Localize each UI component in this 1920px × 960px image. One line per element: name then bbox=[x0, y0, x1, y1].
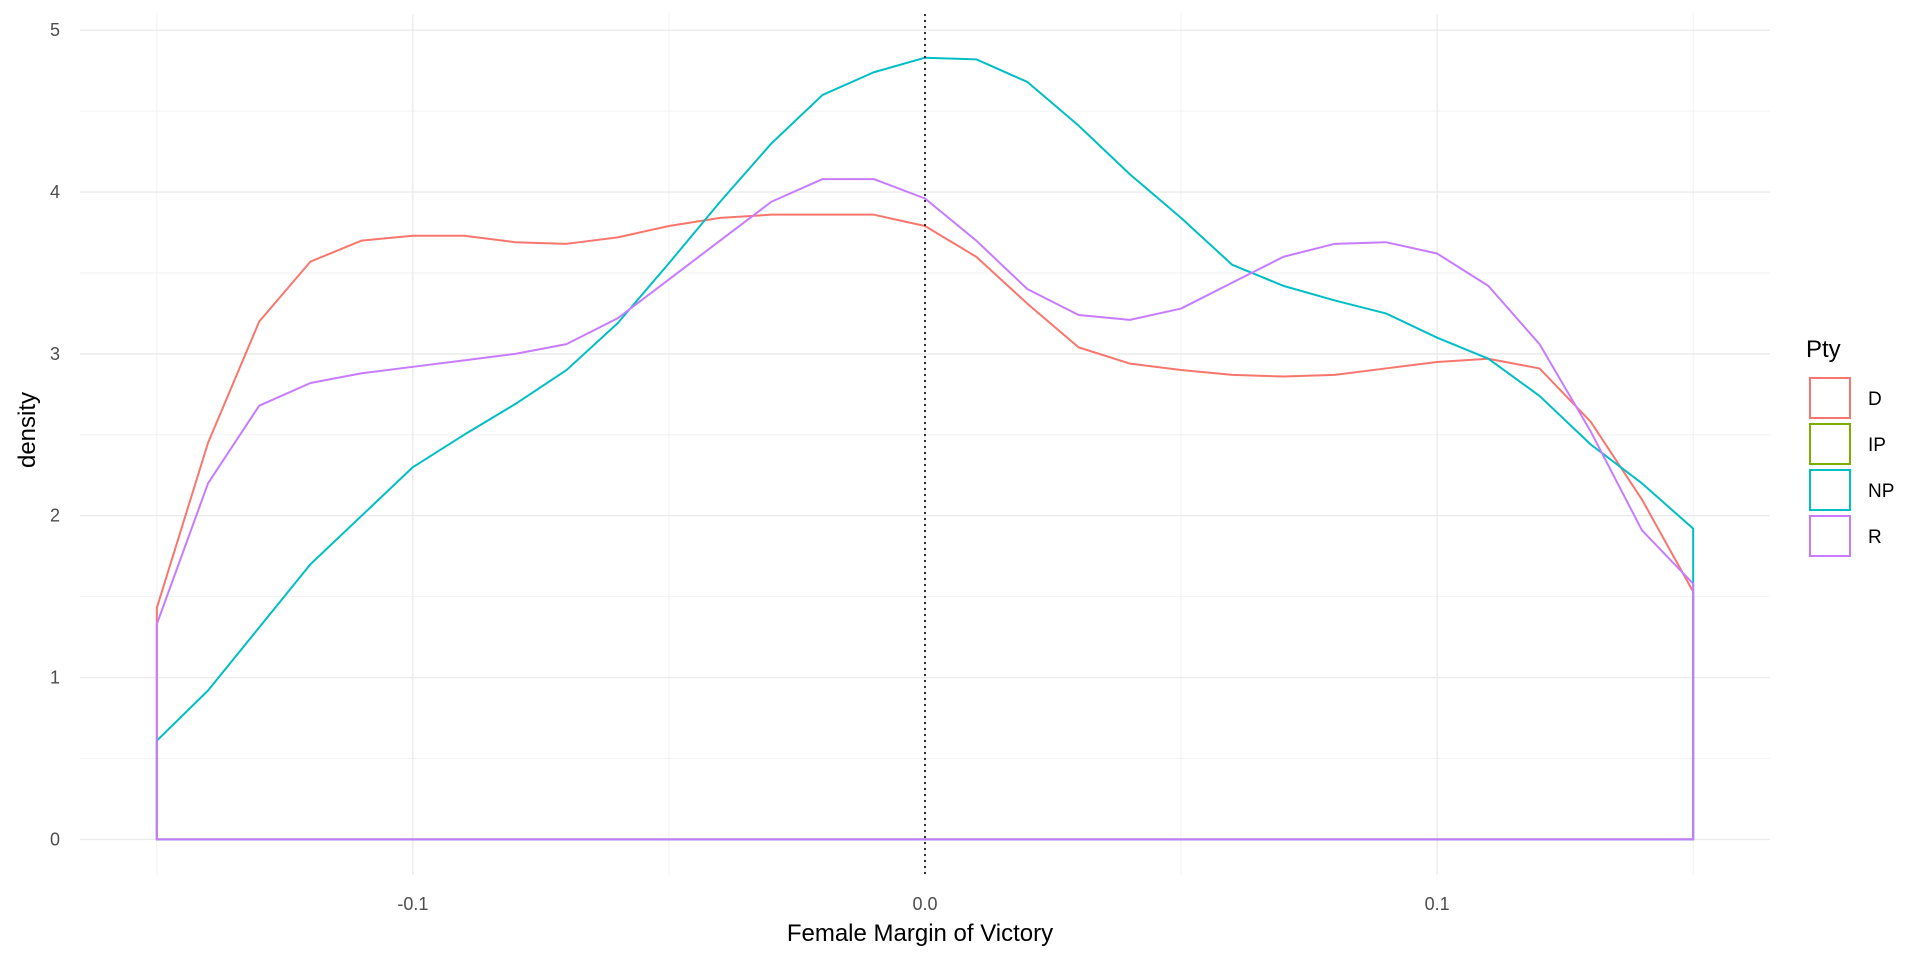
major-gridlines bbox=[80, 14, 1770, 875]
legend-items: D IP NP R bbox=[1809, 377, 1894, 557]
legend-label-d: D bbox=[1868, 389, 1882, 410]
legend-key-d bbox=[1809, 377, 1851, 419]
y-tick-label: 0 bbox=[50, 829, 60, 849]
x-axis-ticks: -0.1 0.0 0.1 bbox=[397, 894, 1449, 914]
x-axis-title: Female Margin of Victory bbox=[787, 920, 1053, 947]
y-tick-label: 4 bbox=[50, 182, 60, 202]
y-axis-title: density bbox=[14, 392, 41, 468]
y-tick-label: 2 bbox=[50, 506, 60, 526]
x-tick-label: -0.1 bbox=[397, 894, 428, 914]
y-tick-label: 1 bbox=[50, 668, 60, 688]
x-tick-label: 0.0 bbox=[912, 894, 937, 914]
legend-label-np: NP bbox=[1868, 481, 1894, 502]
legend-key-np bbox=[1809, 469, 1851, 511]
series-d-line bbox=[155, 213, 1695, 841]
y-tick-label: 3 bbox=[50, 344, 60, 364]
legend-key-ip bbox=[1809, 423, 1851, 465]
legend-label-ip: IP bbox=[1868, 435, 1886, 456]
y-axis-ticks: 0 1 2 3 4 5 bbox=[50, 20, 60, 849]
x-tick-label: 0.1 bbox=[1425, 894, 1450, 914]
legend: Pty D IP NP R bbox=[1806, 336, 1894, 557]
series-r-line bbox=[155, 178, 1695, 841]
legend-title: Pty bbox=[1806, 336, 1841, 363]
series-np-line bbox=[155, 56, 1695, 841]
legend-key-r bbox=[1809, 515, 1851, 557]
series-layer bbox=[155, 56, 1695, 841]
y-tick-label: 5 bbox=[50, 20, 60, 40]
legend-label-r: R bbox=[1868, 527, 1882, 548]
